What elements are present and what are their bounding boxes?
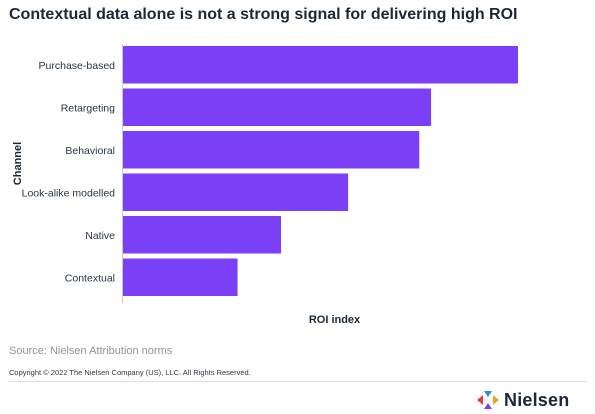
category-label: Behavioral (65, 145, 115, 157)
copyright-note: Copyright © 2022 The Nielsen Company (US… (9, 368, 251, 377)
nielsen-logo-icon (477, 391, 499, 409)
nielsen-logo: Nielsen (477, 388, 569, 412)
bars-group (123, 46, 518, 296)
bar-look-alike-modelled (123, 173, 349, 211)
category-label: Look-alike modelled (22, 187, 116, 199)
bar-contextual (123, 258, 238, 296)
x-axis-label: ROI index (309, 314, 361, 326)
category-label: Native (85, 230, 115, 242)
bar-purchase-based (123, 46, 518, 84)
bar-behavioral (123, 131, 420, 169)
bar-native (123, 216, 281, 254)
bar-chart: Purchase-based Retargeting Behavioral Look-… (12, 44, 518, 326)
category-label: Retargeting (61, 102, 115, 114)
category-label: Purchase-based (39, 60, 116, 72)
category-label: Contextual (65, 272, 115, 284)
chart-title: Contextual data alone is not a strong si… (9, 6, 518, 23)
y-axis-label: Channel (12, 142, 24, 185)
source-note: Source: Nielsen Attribution norms (9, 345, 173, 357)
footer-divider (9, 381, 587, 382)
brand-name: Nielsen (504, 389, 570, 410)
category-labels-group: Purchase-based Retargeting Behavioral Look-… (22, 60, 116, 285)
bar-retargeting (123, 88, 432, 126)
